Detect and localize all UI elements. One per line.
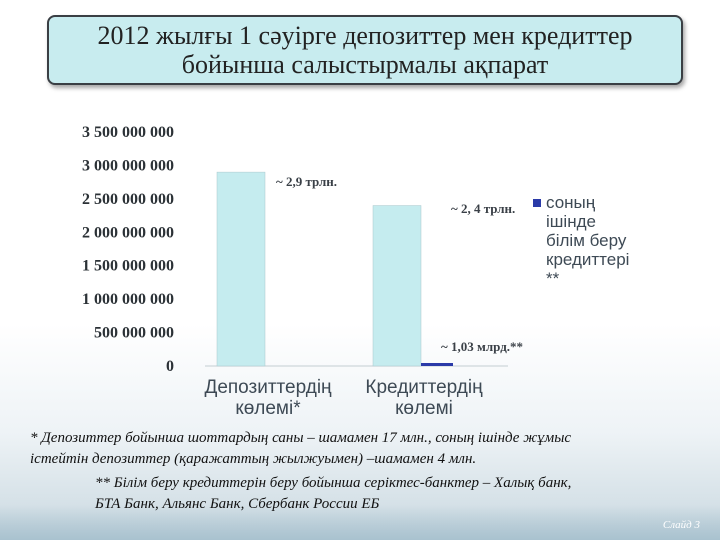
y-tick-label: 3 500 000 000: [82, 124, 174, 141]
legend-label: **: [546, 269, 560, 288]
legend-label: ішінде: [546, 212, 596, 231]
footnote-line-2: істейтін депозиттер (қаражаттың жылжуыме…: [30, 451, 477, 467]
y-tick-label: 3 000 000 000: [82, 157, 174, 174]
legend-swatch: [533, 199, 541, 207]
legend-label: білім беру: [546, 231, 627, 250]
y-tick-label: 500 000 000: [94, 325, 174, 342]
slide-number: Слайд 3: [662, 519, 700, 531]
title-line-2: бойынша салыстырмалы ақпарат: [181, 50, 549, 79]
category-label: көлемі: [395, 398, 453, 419]
footnote-line-3: ** Білім беру кредиттерін беру бойынша с…: [95, 475, 572, 491]
bar-chart: 0 500 000 000 1 000 000 000 1 500 000 000 2 …: [82, 124, 629, 419]
title-line-1: 2012 жылғы 1 сәуірге депозиттер мен кред…: [97, 21, 633, 50]
legend-label: соның: [546, 193, 596, 212]
footnote-line-4: БТА Банк, Альянс Банк, Сбербанк России Е…: [95, 496, 380, 512]
category-label: Кредиттердің: [365, 377, 483, 398]
footnote-line-1: * Депозиттер бойынша шоттардың саны – ша…: [30, 430, 572, 446]
bar-2: [372, 205, 422, 367]
category-label: Депозиттердің: [204, 377, 332, 398]
data-label: ~ 2, 4 трлн.: [451, 201, 515, 216]
data-label: ~ 2,9 трлн.: [276, 174, 337, 189]
title-box: 2012 жылғы 1 сәуірге депозиттер мен кред…: [47, 15, 683, 85]
y-tick-label: 1 500 000 000: [82, 258, 174, 275]
category-label: көлемі*: [235, 398, 301, 419]
y-tick-label: 2 500 000 000: [82, 191, 174, 208]
data-label: ~ 1,03 млрд.**: [441, 339, 523, 354]
bar-education-credits: [421, 363, 453, 366]
y-tick-label: 2 000 000 000: [82, 224, 174, 241]
legend-label: кредиттері: [546, 250, 629, 269]
y-tick-label: 0: [166, 358, 174, 375]
bar-1: [216, 171, 266, 367]
y-tick-label: 1 000 000 000: [82, 291, 174, 308]
bottom-decoration: [0, 505, 720, 540]
